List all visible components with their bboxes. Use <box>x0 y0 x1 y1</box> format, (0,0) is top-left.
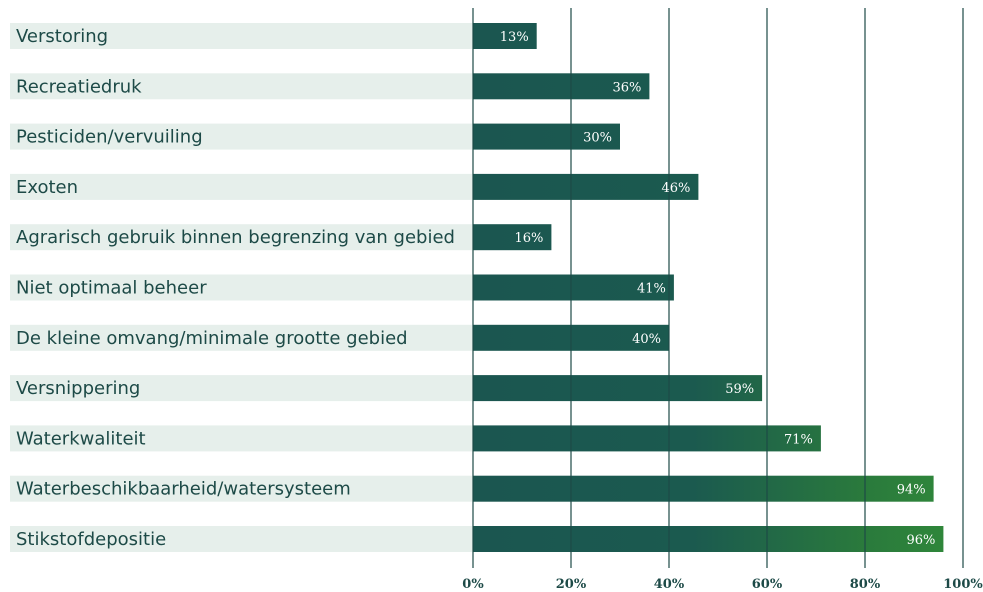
x-tick-label: 0% <box>462 577 484 592</box>
category-label: Verstoring <box>16 26 108 47</box>
value-label: 13% <box>500 30 529 45</box>
value-label: 36% <box>612 80 641 95</box>
value-label: 30% <box>583 131 612 146</box>
category-label: Exoten <box>16 177 78 198</box>
value-label: 46% <box>661 181 690 196</box>
value-label: 94% <box>897 483 926 498</box>
bar <box>473 23 537 49</box>
category-label: Waterbeschikbaarheid/watersysteem <box>16 479 351 500</box>
bar <box>473 173 699 200</box>
value-label: 96% <box>906 533 935 548</box>
category-band <box>10 123 473 150</box>
category-label: Pesticiden/vervuiling <box>16 127 203 148</box>
category-label: Waterkwaliteit <box>16 428 146 449</box>
category-label: Stikstofdepositie <box>16 529 166 550</box>
category-band <box>10 23 473 49</box>
x-tick-label: 60% <box>752 577 783 592</box>
x-tick-label: 20% <box>556 577 587 592</box>
bar <box>473 123 620 150</box>
category-band <box>10 73 473 100</box>
value-label: 16% <box>514 231 543 246</box>
category-band <box>10 324 473 351</box>
category-band <box>10 425 473 452</box>
category-band <box>10 173 473 200</box>
category-label: Niet optimaal beheer <box>16 278 207 299</box>
category-band <box>10 274 473 301</box>
category-band <box>10 375 473 402</box>
bar <box>473 475 934 502</box>
category-label: De kleine omvang/minimale grootte gebied <box>16 328 408 349</box>
x-tick-label: 40% <box>654 577 685 592</box>
bar <box>473 274 674 301</box>
bar <box>473 73 650 100</box>
category-band <box>10 526 473 552</box>
category-label: Recreatiedruk <box>16 76 142 97</box>
x-tick-label: 80% <box>850 577 881 592</box>
value-label: 40% <box>632 332 661 347</box>
bar <box>473 224 552 251</box>
value-label: 59% <box>725 382 754 397</box>
bar <box>473 425 821 452</box>
value-label: 41% <box>637 282 666 297</box>
category-band <box>10 224 473 251</box>
bar <box>473 526 944 552</box>
category-label: Versnippering <box>16 378 140 399</box>
x-tick-label: 100% <box>943 577 983 592</box>
value-label: 71% <box>784 432 813 447</box>
category-band <box>10 475 473 502</box>
category-label: Agrarisch gebruik binnen begrenzing van … <box>16 227 455 248</box>
bar <box>473 375 763 402</box>
